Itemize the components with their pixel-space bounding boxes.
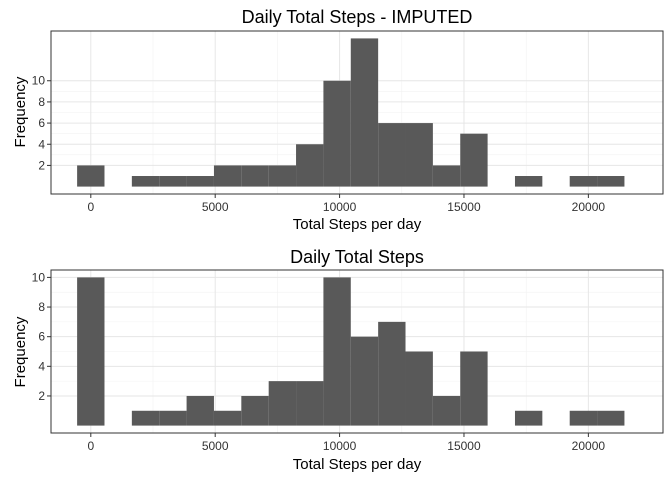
y-tick-label: 6 — [38, 116, 45, 130]
histogram-bar — [350, 336, 379, 426]
y-axis-title: Frequency — [12, 76, 29, 147]
x-tick-label: 0 — [87, 200, 94, 214]
histogram-bar — [77, 165, 105, 187]
histogram-bar — [460, 351, 488, 426]
x-axis-title: Total Steps per day — [293, 216, 422, 233]
chart-title: Daily Total Steps - IMPUTED — [242, 7, 473, 27]
x-tick-label: 20000 — [572, 200, 606, 214]
histogram-bar — [569, 410, 598, 426]
x-axis-title: Total Steps per day — [293, 456, 422, 473]
x-axis-ticks: 0 5000 10000 15000 20000 — [87, 194, 605, 214]
y-tick-label: 8 — [38, 300, 45, 314]
histogram-bar — [296, 381, 324, 426]
y-tick-label: 4 — [38, 137, 45, 151]
histogram-bar — [213, 165, 242, 187]
histogram-bar — [597, 410, 625, 426]
histogram-bar — [213, 410, 242, 426]
x-tick-label: 15000 — [447, 200, 481, 214]
histogram-bar — [432, 395, 461, 426]
y-tick-label: 6 — [38, 330, 45, 344]
x-tick-label: 15000 — [447, 439, 481, 453]
histogram-raw: Daily Total Steps 0 5000 10000 15000 20000 2… — [12, 247, 664, 473]
histogram-bar — [405, 123, 433, 187]
histogram-bar — [569, 176, 598, 187]
histogram-bar — [323, 80, 351, 187]
bars — [77, 277, 625, 426]
y-axis-title: Frequency — [12, 316, 29, 387]
histogram-bar — [186, 395, 214, 426]
histogram-bar — [131, 410, 160, 426]
histogram-bar — [159, 410, 187, 426]
panel-border — [50, 30, 664, 195]
histogram-bar — [323, 277, 351, 426]
x-axis-ticks: 0 5000 10000 15000 20000 — [87, 433, 605, 453]
chart-title: Daily Total Steps — [290, 247, 424, 267]
histogram-bar — [460, 133, 488, 187]
histogram-bar — [405, 351, 433, 426]
x-tick-label: 5000 — [202, 439, 229, 453]
x-tick-label: 10000 — [323, 200, 357, 214]
histogram-bar — [77, 277, 105, 426]
histogram-bar — [514, 410, 543, 426]
y-tick-label: 8 — [38, 95, 45, 109]
histogram-bar — [268, 381, 297, 426]
y-tick-label: 2 — [38, 389, 45, 403]
panel-border — [50, 269, 664, 434]
x-tick-label: 0 — [87, 439, 94, 453]
y-tick-label: 4 — [38, 359, 45, 373]
y-tick-label: 2 — [38, 158, 45, 172]
bars — [77, 38, 625, 187]
y-axis-ticks: 2 4 6 8 10 — [32, 270, 51, 403]
histogram-bar — [241, 165, 269, 187]
histogram-bar — [597, 176, 625, 187]
histogram-bar — [378, 123, 406, 187]
histogram-bar — [432, 165, 461, 187]
y-axis-ticks: 2 4 6 8 10 — [32, 74, 51, 172]
y-tick-label: 10 — [32, 270, 46, 284]
histogram-bar — [186, 176, 214, 187]
histogram-bar — [268, 165, 297, 187]
x-tick-label: 10000 — [323, 439, 357, 453]
x-tick-label: 5000 — [202, 200, 229, 214]
histogram-bar — [296, 144, 324, 187]
histogram-bar — [131, 176, 160, 187]
x-tick-label: 20000 — [572, 439, 606, 453]
histogram-bar — [514, 176, 543, 187]
histogram-bar — [350, 38, 379, 187]
histogram-bar — [159, 176, 187, 187]
histogram-bar — [241, 395, 269, 426]
y-tick-label: 10 — [32, 74, 46, 88]
histogram-bar — [378, 321, 406, 426]
histogram-imputed: Daily Total Steps - IMPUTED 0 5000 10000 15… — [12, 7, 664, 233]
